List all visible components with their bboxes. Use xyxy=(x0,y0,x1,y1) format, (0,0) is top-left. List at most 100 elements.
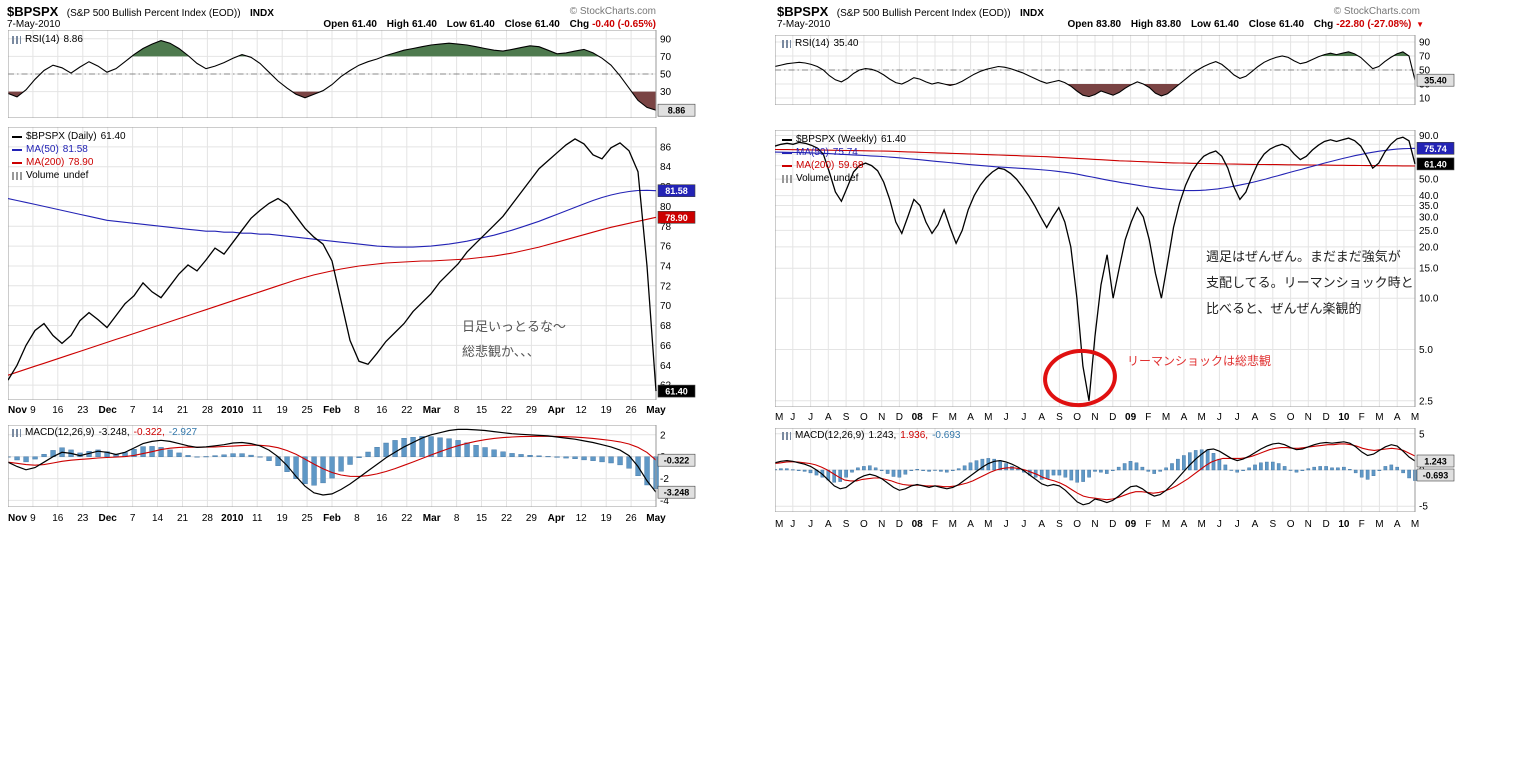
handwritten-note-line1: 日足いっとるな〜 xyxy=(462,319,567,334)
x-tick-label: 22 xyxy=(401,405,413,416)
open-label: Open xyxy=(323,19,349,30)
x-tick-label: 14 xyxy=(152,405,164,416)
x-tick-label: 10 xyxy=(1338,412,1350,423)
x-tick-label: A xyxy=(1394,519,1401,530)
x-tick-label: 29 xyxy=(526,405,538,416)
x-tick-label: D xyxy=(1109,519,1116,530)
edge-value-box xyxy=(1416,468,1455,482)
x-tick-label: S xyxy=(1056,412,1063,423)
x-tick-label: A xyxy=(967,412,974,423)
panel-border xyxy=(8,30,657,118)
x-tick-label: 21 xyxy=(177,513,189,524)
x-tick-label: J xyxy=(808,412,813,423)
y-tick-label: -5 xyxy=(1419,502,1428,512)
rsi-oversold-fill xyxy=(901,84,1180,97)
y-tick-label: 10.0 xyxy=(1419,294,1439,305)
y-tick-label: 72 xyxy=(660,281,672,292)
panel-border xyxy=(775,35,1416,105)
edge-value-label: -3.248 xyxy=(664,488,690,498)
x-tick-label: M xyxy=(949,519,957,530)
macd-legend-label: MACD(12,26,9) xyxy=(795,430,865,441)
x-tick-label: 8 xyxy=(454,513,460,524)
ma200-line-swatch xyxy=(782,164,792,167)
x-tick-label: M xyxy=(1162,519,1170,530)
y-tick-label: 70 xyxy=(1419,52,1431,63)
x-tick-label: A xyxy=(1181,412,1188,423)
x-tick-label: J xyxy=(790,412,795,423)
y-tick-label: 40.0 xyxy=(1419,191,1439,202)
x-tick-label: M xyxy=(1375,412,1383,423)
volume-icon xyxy=(12,171,22,180)
x-tick-label: 22 xyxy=(501,513,513,524)
x-tick-label: M xyxy=(1198,412,1206,423)
x-tick-label: 12 xyxy=(576,405,588,416)
macd-line xyxy=(8,428,657,496)
volume-legend-label: Volume xyxy=(26,170,60,181)
x-tick-label: Nov xyxy=(8,513,27,524)
ma50-line xyxy=(8,189,657,248)
x-tick-label: 21 xyxy=(177,405,189,416)
stockcharts-copyright: © StockCharts.com xyxy=(569,6,656,17)
x-tick-label: 25 xyxy=(302,405,314,416)
x-tick-label: D xyxy=(1109,412,1116,423)
x-tick-label: J xyxy=(808,519,813,530)
y-tick-label: 90 xyxy=(1419,38,1431,49)
y-tick-label: 66 xyxy=(660,341,672,352)
rsi-line xyxy=(775,51,1416,98)
rsi-panel: 907050301035.40 xyxy=(775,35,1455,105)
x-tick-label: A xyxy=(1038,519,1045,530)
x-tick-label: Dec xyxy=(99,513,118,524)
x-tick-label: Mar xyxy=(423,513,441,524)
high-value: 83.80 xyxy=(1156,19,1182,30)
y-tick-label: 70 xyxy=(660,52,672,63)
y-tick-label: 20.0 xyxy=(1419,242,1439,253)
x-tick-label: O xyxy=(860,519,868,530)
panel-border xyxy=(8,127,657,400)
x-tick-label: N xyxy=(1305,519,1312,530)
x-tick-label: 16 xyxy=(376,513,388,524)
chg-label: Chg xyxy=(569,19,590,30)
chart-header: $BPSPX (S&P 500 Bullish Percent Index (E… xyxy=(777,3,1044,21)
x-tick-label: 8 xyxy=(454,405,460,416)
panel-border xyxy=(775,130,1416,407)
close-label: Close xyxy=(504,19,532,30)
x-tick-label: F xyxy=(1359,412,1365,423)
x-tick-label: N xyxy=(878,519,885,530)
y-tick-label: 64 xyxy=(660,361,672,372)
x-tick-label: Nov xyxy=(8,405,27,416)
ma200-legend-value: 59.68 xyxy=(838,160,864,171)
x-tick-label: J xyxy=(1235,519,1240,530)
x-tick-label: 11 xyxy=(252,513,263,524)
y-tick-label: 25.0 xyxy=(1419,226,1439,237)
x-tick-label: A xyxy=(1394,412,1401,423)
x-tick-label: A xyxy=(1252,519,1259,530)
chg-down-arrow-icon: ▼ xyxy=(1416,20,1424,29)
exchange-label: INDX xyxy=(1020,8,1044,19)
x-tick-label: N xyxy=(1305,412,1312,423)
rsi-legend-label: RSI(14) xyxy=(795,38,830,49)
x-tick-label: F xyxy=(1359,519,1365,530)
symbol: $BPSPX xyxy=(7,4,59,19)
ma50-line-swatch xyxy=(12,148,22,151)
x-tick-label: J xyxy=(1217,519,1222,530)
open-value: 83.80 xyxy=(1096,19,1122,30)
open-label: Open xyxy=(1067,19,1094,30)
x-tick-label: 29 xyxy=(526,513,538,524)
y-tick-label: 84 xyxy=(660,162,672,173)
x-axis-top: M J J A S O N D 08 F M A M J J A S O N D 09 F M A M J J A S O N D 10 F M A M xyxy=(775,412,1419,423)
x-tick-label: D xyxy=(896,412,903,423)
price-legend-label: $BPSPX (Daily) xyxy=(26,131,97,142)
edge-value-box xyxy=(1416,157,1455,171)
x-tick-label: 7 xyxy=(130,405,136,416)
x-tick-label: O xyxy=(1287,412,1295,423)
x-tick-label: Feb xyxy=(323,405,341,416)
edge-value-box xyxy=(1416,73,1455,87)
macd-legend-label: MACD(12,26,9) xyxy=(25,427,95,438)
edge-value-label: 61.40 xyxy=(1424,159,1447,169)
macd-panel: 50-51.243-0.693 xyxy=(775,428,1455,512)
y-tick-label: 50.0 xyxy=(1419,175,1439,186)
x-tick-label: A xyxy=(825,412,832,423)
x-tick-label: 19 xyxy=(277,513,289,524)
quote-row: Open 61.40 High 61.40 Low 61.40 Close 61.40 … xyxy=(316,19,656,30)
x-tick-label: M xyxy=(949,412,957,423)
